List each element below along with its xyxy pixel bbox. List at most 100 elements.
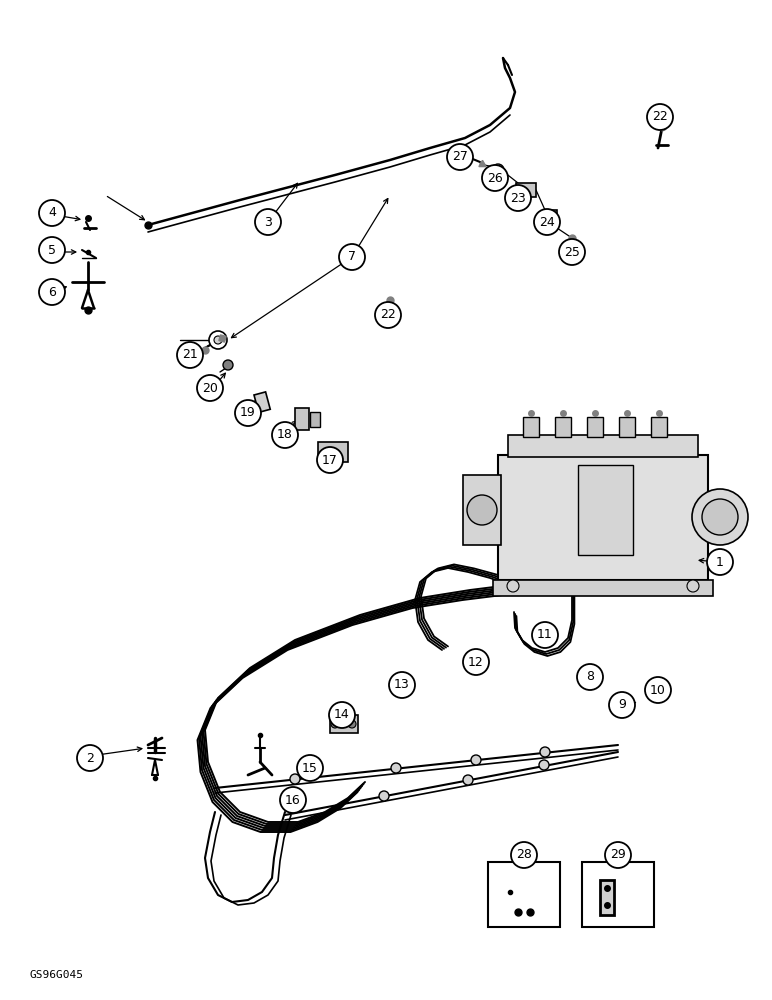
Circle shape	[317, 447, 343, 473]
Circle shape	[605, 842, 631, 868]
Text: 4: 4	[48, 207, 56, 220]
Circle shape	[447, 144, 473, 170]
Circle shape	[559, 239, 585, 265]
Text: 6: 6	[48, 286, 56, 298]
Text: 20: 20	[202, 381, 218, 394]
Text: 14: 14	[334, 708, 350, 722]
Text: 29: 29	[610, 848, 626, 861]
Circle shape	[532, 622, 558, 648]
Bar	[330, 715, 358, 733]
Circle shape	[702, 499, 738, 535]
Circle shape	[209, 331, 227, 349]
Circle shape	[511, 842, 537, 868]
Text: 9: 9	[618, 698, 626, 712]
Bar	[543, 210, 557, 228]
Text: 21: 21	[182, 349, 198, 361]
Circle shape	[467, 495, 497, 525]
Circle shape	[609, 692, 635, 718]
Text: 12: 12	[468, 656, 484, 668]
Circle shape	[280, 787, 306, 813]
Circle shape	[235, 400, 261, 426]
Text: 5: 5	[48, 243, 56, 256]
Text: 11: 11	[537, 629, 553, 642]
Circle shape	[540, 747, 550, 757]
Bar	[619, 417, 635, 437]
Bar	[254, 392, 270, 412]
Bar	[555, 417, 571, 437]
Text: 22: 22	[380, 308, 396, 322]
Circle shape	[391, 763, 401, 773]
Circle shape	[290, 774, 300, 784]
Circle shape	[534, 209, 560, 235]
Text: 22: 22	[652, 110, 668, 123]
Circle shape	[348, 720, 356, 728]
Circle shape	[375, 302, 401, 328]
Bar	[578, 465, 633, 555]
Text: 13: 13	[394, 678, 410, 692]
Circle shape	[39, 279, 65, 305]
Circle shape	[177, 342, 203, 368]
Circle shape	[645, 677, 671, 703]
Text: 16: 16	[285, 794, 301, 806]
Text: 25: 25	[564, 245, 580, 258]
Bar	[463, 475, 501, 545]
Circle shape	[463, 649, 489, 675]
Bar	[318, 442, 348, 462]
Circle shape	[77, 745, 103, 771]
Text: 7: 7	[348, 250, 356, 263]
Text: 8: 8	[586, 670, 594, 684]
Circle shape	[692, 489, 748, 545]
Text: 2: 2	[86, 752, 94, 764]
Circle shape	[463, 775, 473, 785]
Text: 24: 24	[539, 216, 555, 229]
Bar	[516, 183, 536, 197]
Bar	[587, 417, 603, 437]
Circle shape	[379, 791, 389, 801]
Text: GS96G045: GS96G045	[30, 970, 84, 980]
Bar	[523, 417, 539, 437]
Circle shape	[255, 209, 281, 235]
Circle shape	[331, 720, 339, 728]
Circle shape	[687, 580, 699, 592]
Circle shape	[505, 185, 531, 211]
Circle shape	[339, 244, 365, 270]
Bar	[493, 580, 713, 596]
Bar	[508, 435, 698, 457]
Circle shape	[584, 674, 596, 686]
Circle shape	[389, 672, 415, 698]
Text: 3: 3	[264, 216, 272, 229]
Circle shape	[707, 549, 733, 575]
Circle shape	[329, 702, 355, 728]
Bar	[295, 408, 309, 430]
Circle shape	[214, 336, 222, 344]
Circle shape	[223, 360, 233, 370]
Bar	[651, 417, 667, 437]
Bar	[582, 862, 654, 927]
Text: 1: 1	[716, 556, 724, 568]
Bar	[600, 880, 614, 915]
Text: 15: 15	[302, 762, 318, 774]
Text: 19: 19	[240, 406, 256, 420]
Circle shape	[272, 422, 298, 448]
Text: 10: 10	[650, 684, 666, 696]
Circle shape	[471, 755, 481, 765]
Bar	[488, 862, 560, 927]
Text: 26: 26	[487, 172, 503, 184]
Circle shape	[507, 580, 519, 592]
Text: 28: 28	[516, 848, 532, 861]
Circle shape	[577, 664, 603, 690]
Text: 23: 23	[510, 192, 526, 205]
Circle shape	[197, 375, 223, 401]
Circle shape	[539, 760, 549, 770]
Bar	[498, 455, 708, 580]
Bar	[310, 412, 320, 427]
Circle shape	[482, 165, 508, 191]
Circle shape	[39, 237, 65, 263]
Circle shape	[39, 200, 65, 226]
Circle shape	[492, 164, 504, 176]
Text: 17: 17	[322, 454, 338, 466]
Text: 27: 27	[452, 150, 468, 163]
Circle shape	[647, 104, 673, 130]
Circle shape	[297, 755, 323, 781]
Text: 18: 18	[277, 428, 293, 442]
